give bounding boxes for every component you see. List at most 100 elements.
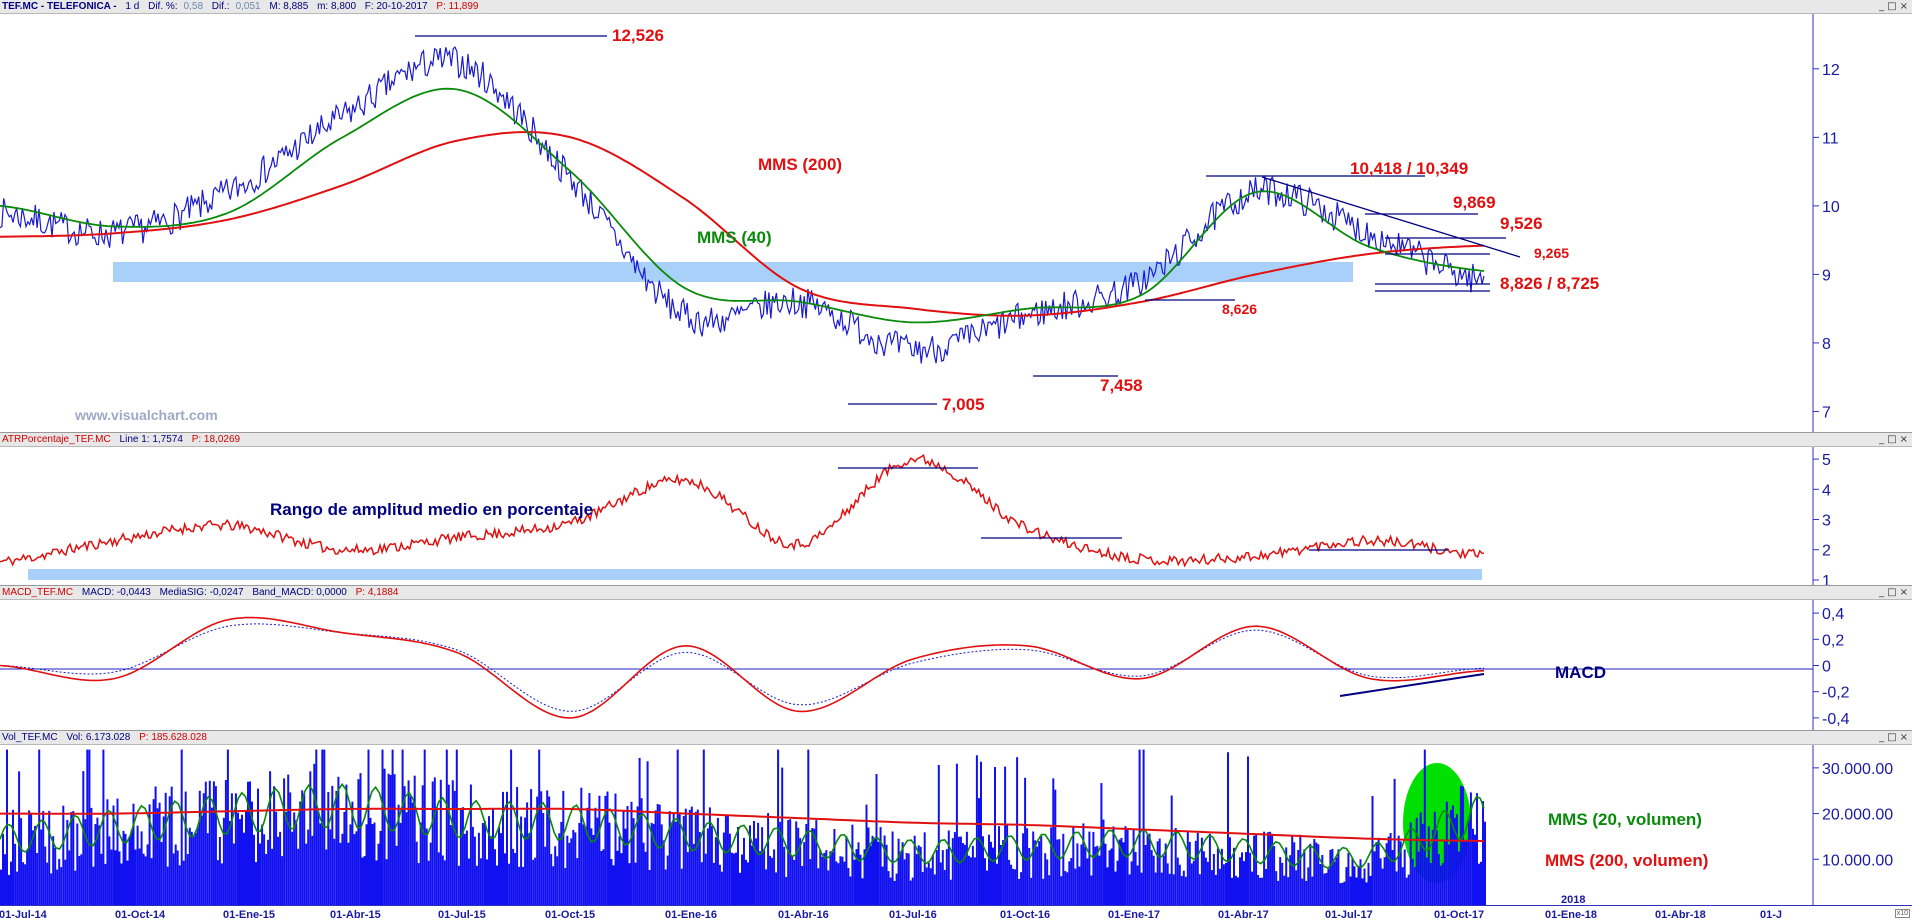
volume-bar <box>1088 831 1091 905</box>
volume-bar <box>1220 848 1223 905</box>
volume-chart[interactable]: MMS (20, volumen) MMS (200, volumen) 201… <box>0 745 1912 905</box>
close-button[interactable]: × <box>1899 434 1908 445</box>
close-button[interactable]: × <box>1899 1 1908 12</box>
volume-bar <box>833 829 836 905</box>
price-panel[interactable]: TEF.MC - TELEFONICA - 1 d Dif. %: 0,58 Di… <box>0 0 1912 433</box>
volume-bar <box>923 832 926 905</box>
volume-bar <box>333 838 336 905</box>
volume-bar <box>355 831 358 905</box>
volume-bar <box>1074 868 1077 905</box>
volume-bar <box>367 749 370 905</box>
volume-bar <box>68 850 71 905</box>
volume-bar <box>1239 857 1241 905</box>
volume-bar <box>371 824 374 905</box>
volume-bar <box>1269 831 1272 905</box>
volume-bar <box>658 804 661 905</box>
volume-bar <box>74 870 77 905</box>
volume-panel[interactable]: Vol_TEF.MC Vol: 6.173.028 P: 185.628.028… <box>0 731 1912 905</box>
atr-panel[interactable]: ATRPorcentaje_TEF.MC Line 1: 1,7574 P: 1… <box>0 433 1912 586</box>
volume-bar <box>648 870 651 905</box>
atr-chart[interactable]: Rango de amplitud medio en porcentaje 5 4… <box>0 447 1912 586</box>
volume-bar <box>676 749 679 905</box>
volume-bar <box>1002 840 1005 905</box>
volume-bar <box>1299 834 1302 905</box>
volume-bar <box>54 847 57 905</box>
volume-bar <box>261 824 264 905</box>
minimize-button[interactable]: _ <box>1879 732 1885 743</box>
close-button[interactable]: × <box>1899 732 1908 743</box>
volume-bar <box>841 856 844 905</box>
volume-bar <box>490 836 492 905</box>
volume-bar <box>815 820 818 905</box>
volume-bar <box>1208 833 1211 905</box>
volume-bar <box>1084 847 1087 905</box>
volume-bar <box>1365 882 1368 905</box>
watermark: www.visualchart.com <box>74 407 218 423</box>
volume-bar <box>720 871 723 905</box>
volume-bar <box>939 862 942 905</box>
price-chart[interactable]: 12,526 7,005 7,458 MMS (200) 10,418 / 10… <box>0 14 1912 433</box>
volume-bar <box>1263 831 1266 905</box>
maximize-button[interactable]: □ <box>1887 434 1897 445</box>
volume-bar <box>399 822 402 905</box>
maximize-button[interactable]: □ <box>1887 1 1897 12</box>
volume-bar <box>44 846 47 905</box>
minimize-button[interactable]: _ <box>1879 1 1885 12</box>
volume-bar <box>407 780 410 905</box>
annotation-high: 12,526 <box>612 26 664 45</box>
volume-bar <box>383 768 386 905</box>
x-tick-label: 01-Ene-15 <box>223 909 275 921</box>
volume-bar <box>793 860 796 905</box>
volume-bar <box>1385 843 1388 905</box>
volume-bar <box>1379 858 1382 905</box>
volume-bar <box>110 849 113 905</box>
volume-bar <box>36 853 39 905</box>
volume-bar <box>628 863 631 905</box>
volume-bar <box>552 866 555 905</box>
volume-bar <box>6 749 8 905</box>
volume-bar <box>626 806 629 905</box>
volume-bar <box>349 824 352 905</box>
macd-panel[interactable]: MACD_TEF.MC MACD: -0,0443 MediaSIG: -0,0… <box>0 586 1912 731</box>
x-tick-label: 01-Jul-15 <box>438 909 486 921</box>
volume-bar <box>116 798 119 905</box>
volume-bar <box>1010 864 1013 905</box>
price-series-line <box>0 46 1485 364</box>
volume-bar <box>327 792 330 905</box>
volume-bar <box>1138 749 1141 905</box>
volume-bar <box>1174 828 1177 905</box>
volume-bar <box>538 749 541 905</box>
maximize-button[interactable]: □ <box>1887 587 1897 598</box>
volume-bar <box>1052 778 1055 905</box>
volume-bar <box>1443 840 1446 905</box>
volume-bar <box>447 784 450 905</box>
volume-bar <box>821 856 824 905</box>
volume-bar <box>1413 867 1416 905</box>
volume-bar <box>1267 832 1270 905</box>
volume-bar <box>1295 870 1298 905</box>
volume-bar <box>919 846 922 905</box>
close-button[interactable]: × <box>1899 587 1908 598</box>
minimize-button[interactable]: _ <box>1879 587 1885 598</box>
volume-bar <box>1363 868 1366 905</box>
price-panel-header: TEF.MC - TELEFONICA - 1 d Dif. %: 0,58 Di… <box>0 0 1912 14</box>
volume-bar <box>146 844 149 905</box>
volume-bar <box>640 798 643 905</box>
volume-bar <box>1381 868 1384 905</box>
volume-bar <box>1218 868 1221 905</box>
volume-bar <box>307 829 310 905</box>
y-tick-label: 3 <box>1822 513 1831 530</box>
volume-bar <box>965 831 968 905</box>
minimize-button[interactable]: _ <box>1879 434 1885 445</box>
volume-bar <box>590 828 593 905</box>
maximize-button[interactable]: □ <box>1887 732 1897 743</box>
volume-bar <box>405 812 408 905</box>
volume-bar <box>457 865 460 905</box>
volume-bar <box>660 824 663 905</box>
macd-chart[interactable]: MACD 0,4 0,2 0 -0,2 -0,4 <box>0 600 1912 731</box>
volume-bar <box>1194 840 1197 905</box>
volume-bar <box>124 833 127 905</box>
vol-mms20-line <box>0 782 1485 869</box>
x-tick-label: 01-Jul-14 <box>0 909 47 921</box>
volume-bar <box>1474 834 1476 905</box>
